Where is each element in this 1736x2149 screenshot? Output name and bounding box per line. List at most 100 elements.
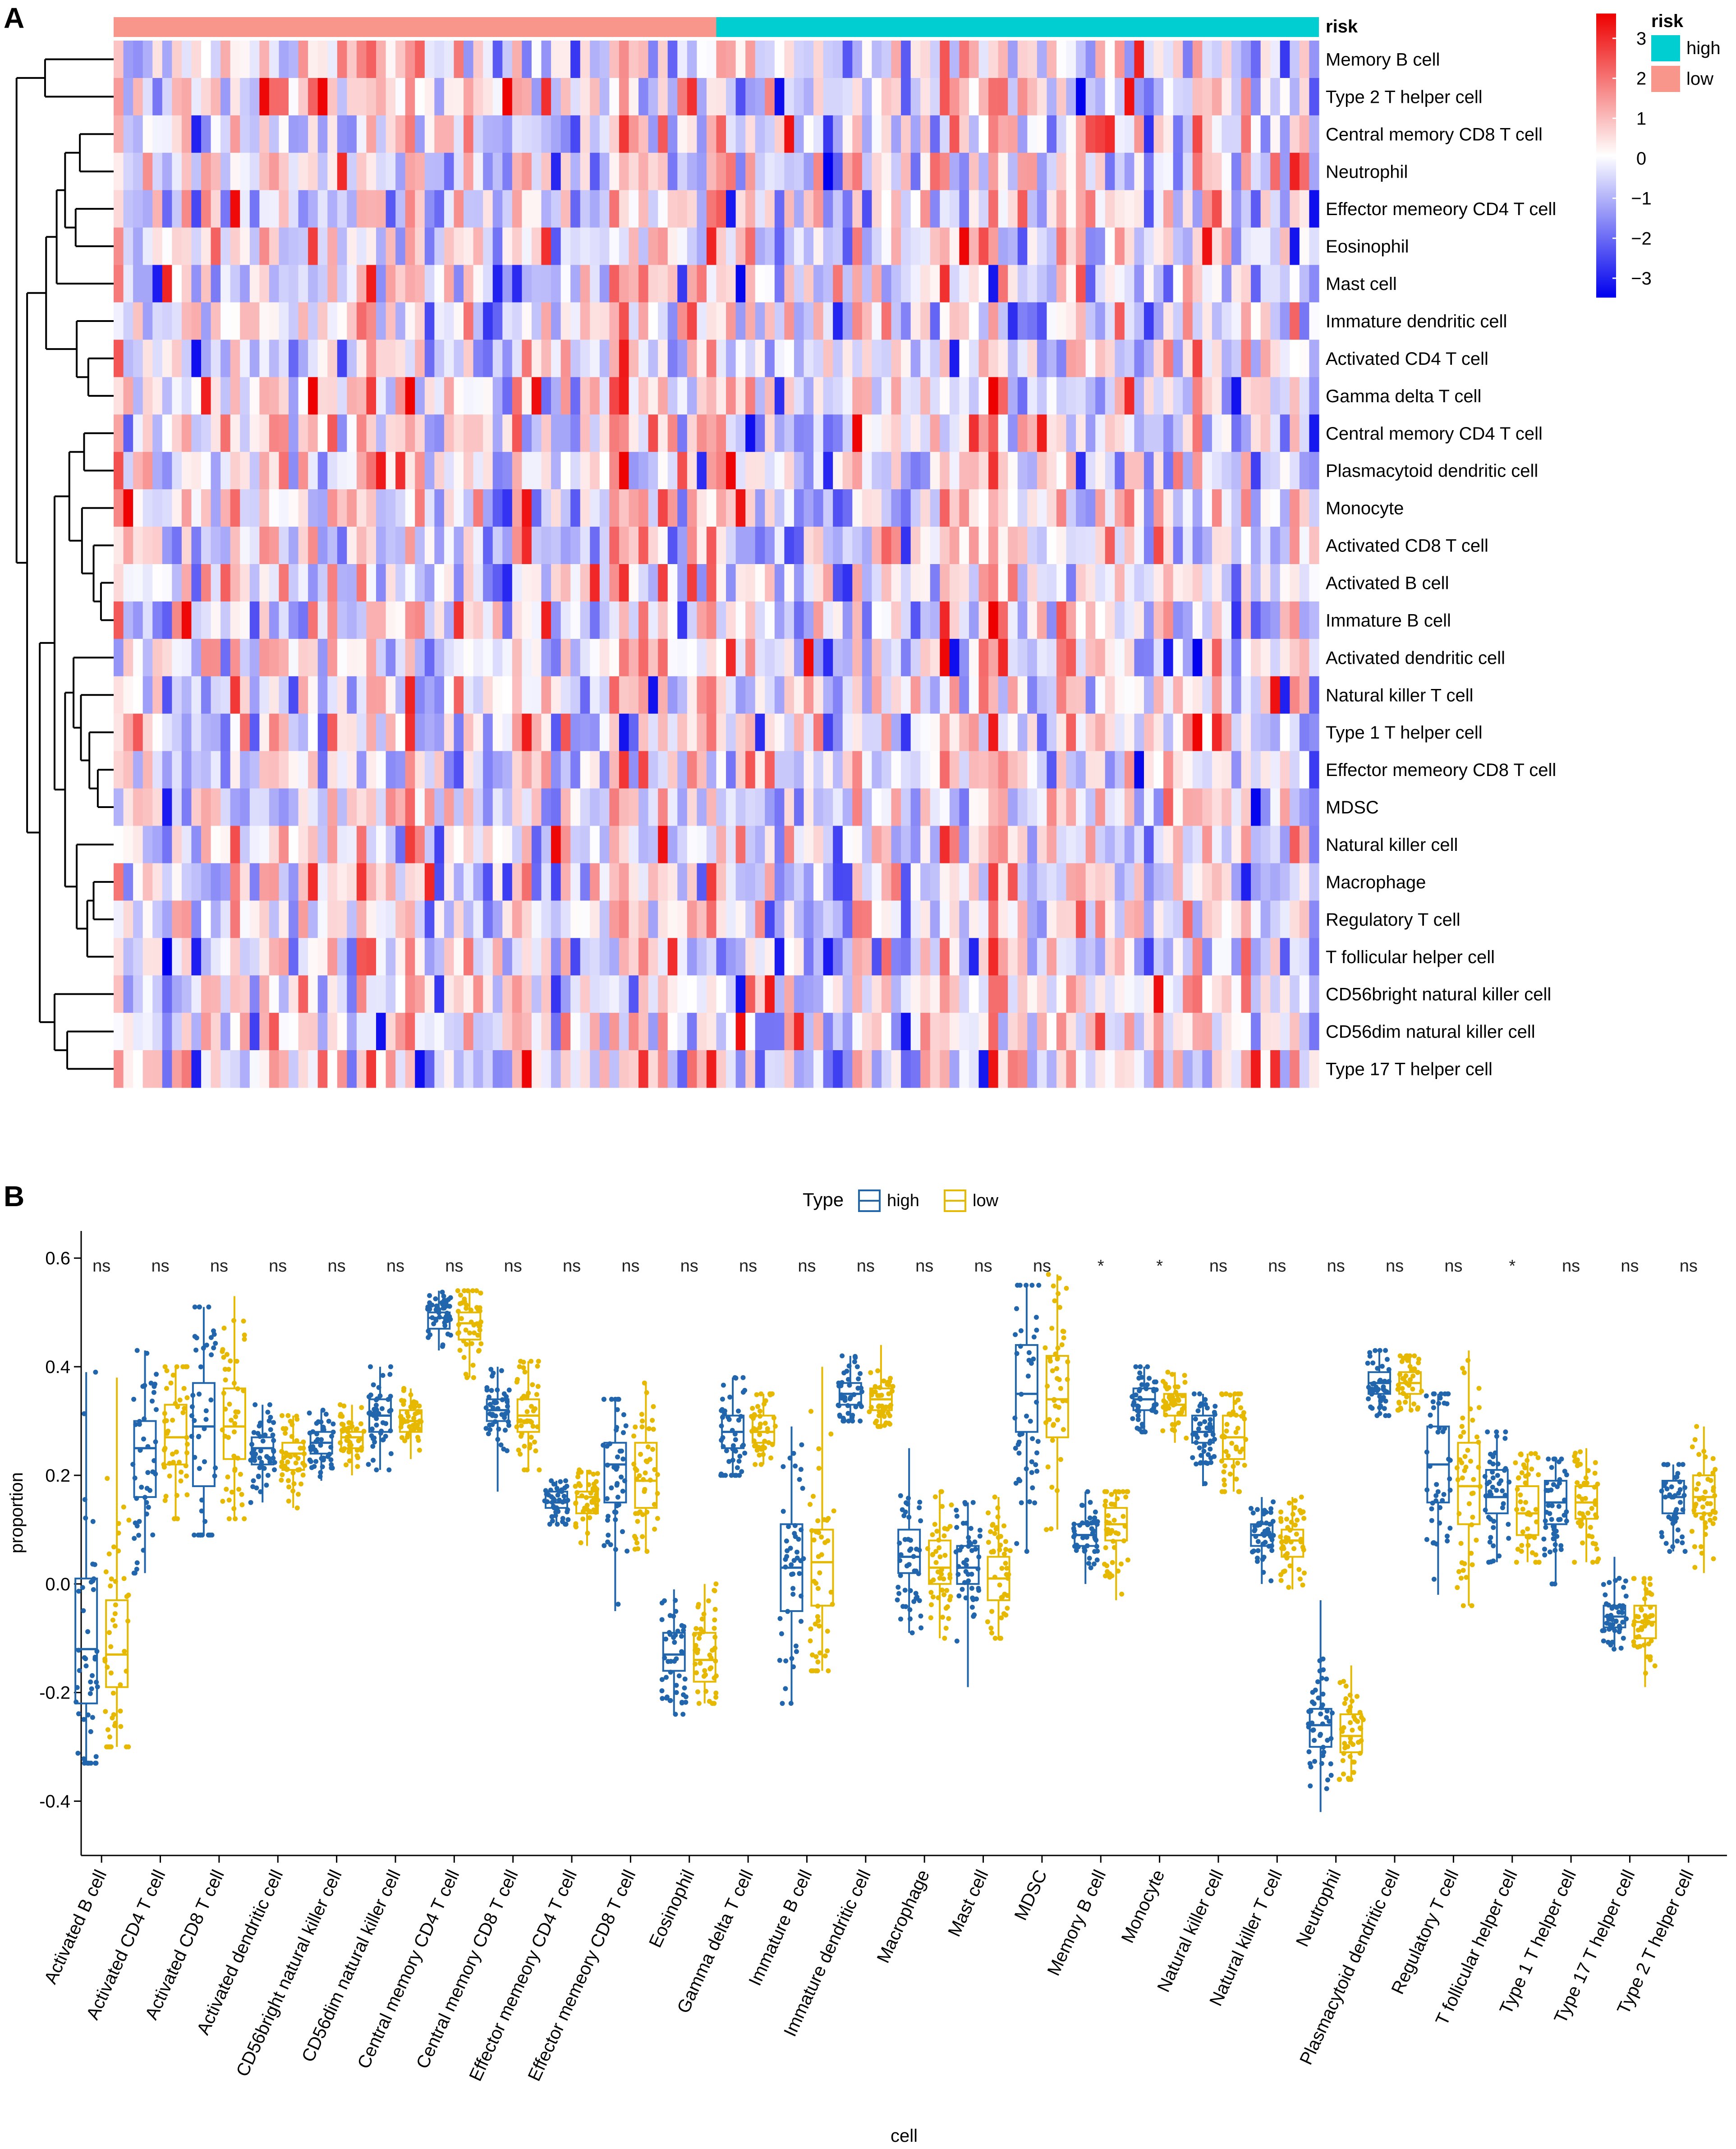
heatmap-cell	[444, 452, 455, 490]
heatmap-cell	[1309, 975, 1319, 1013]
heatmap-cell	[638, 601, 649, 639]
jitter-point	[388, 1364, 393, 1369]
heatmap-cell	[629, 78, 639, 116]
heatmap-cell	[794, 78, 804, 116]
heatmap-cell	[794, 489, 804, 527]
heatmap-cell	[1222, 751, 1232, 789]
heatmap-cell	[726, 78, 736, 116]
heatmap-cell	[464, 751, 474, 789]
heatmap-cell	[658, 900, 668, 938]
heatmap-cell	[181, 377, 192, 415]
heatmap-cell	[910, 414, 921, 452]
heatmap-cell	[298, 41, 308, 78]
risk-legend-title: risk	[1651, 11, 1684, 31]
heatmap-cell	[181, 638, 192, 677]
heatmap-cell	[1241, 452, 1251, 490]
jitter-point	[370, 1444, 376, 1449]
jitter-point	[141, 1436, 146, 1442]
heatmap-cell	[862, 152, 873, 191]
heatmap-cell	[765, 414, 775, 452]
heatmap-cell	[891, 377, 901, 415]
jitter-point	[840, 1394, 845, 1400]
jitter-point	[740, 1390, 746, 1395]
heatmap-cell	[570, 975, 581, 1013]
jitter-point	[694, 1670, 699, 1676]
heatmap-cell	[920, 78, 931, 116]
heatmap-cell	[230, 938, 240, 976]
jitter-point	[619, 1474, 624, 1480]
heatmap-cell	[667, 489, 678, 527]
jitter-point	[223, 1377, 228, 1382]
jitter-point	[573, 1483, 578, 1489]
heatmap-cell	[978, 190, 989, 228]
heatmap-cell	[308, 900, 318, 938]
jitter-point	[797, 1477, 802, 1482]
heatmap-cell	[473, 340, 483, 377]
heatmap-cell	[191, 751, 202, 789]
jitter-point	[475, 1307, 481, 1312]
heatmap-cell	[464, 713, 474, 752]
jitter-point	[455, 1288, 460, 1293]
heatmap-cell	[1017, 41, 1028, 78]
jitter-point	[259, 1460, 264, 1465]
heatmap-cell	[541, 265, 551, 303]
heatmap-cell	[327, 826, 338, 864]
heatmap-cell	[949, 1050, 960, 1088]
heatmap-cell	[395, 78, 406, 116]
heatmap-cell	[356, 227, 367, 266]
heatmap-cell	[133, 826, 143, 864]
heatmap-cell	[872, 414, 882, 452]
heatmap-cell	[813, 826, 824, 864]
heatmap-cell	[181, 826, 192, 864]
heatmap-cell	[978, 340, 989, 377]
heatmap-cell	[813, 1013, 824, 1051]
jitter-point	[458, 1292, 463, 1298]
heatmap-cell	[862, 900, 873, 938]
jitter-point	[208, 1397, 214, 1403]
heatmap-cell	[735, 265, 746, 303]
heatmap-cell	[667, 115, 678, 153]
jitter-point	[226, 1367, 231, 1372]
heatmap-cell	[133, 115, 143, 153]
heatmap-cell	[133, 340, 143, 377]
heatmap-cell	[599, 863, 610, 901]
heatmap-cell	[1076, 414, 1086, 452]
heatmap-cell	[366, 938, 377, 976]
heatmap-cell	[804, 78, 814, 116]
heatmap-cell	[1047, 676, 1057, 714]
heatmap-cell	[949, 452, 960, 490]
heatmap-cell	[969, 713, 979, 752]
heatmap-cell	[483, 938, 493, 976]
heatmap-cell	[327, 676, 338, 714]
heatmap-cell	[910, 788, 921, 827]
heatmap-cell	[415, 414, 425, 452]
heatmap-cell	[1192, 78, 1203, 116]
heatmap-cell	[823, 713, 833, 752]
heatmap-cell	[755, 788, 765, 827]
heatmap-cell	[1202, 340, 1212, 377]
heatmap-cell	[930, 489, 940, 527]
heatmap-cell	[745, 265, 756, 303]
jitter-point	[178, 1478, 184, 1483]
jitter-point	[652, 1502, 657, 1507]
heatmap-cell	[1260, 975, 1271, 1013]
heatmap-cell	[172, 340, 182, 377]
jitter-point	[89, 1686, 94, 1691]
heatmap-cell	[852, 377, 863, 415]
heatmap-cell	[580, 863, 590, 901]
heatmap-cell	[609, 78, 620, 116]
heatmap-cell	[123, 190, 133, 228]
heatmap-cell	[619, 601, 629, 639]
jitter-point	[560, 1519, 565, 1525]
heatmap-cell	[405, 227, 415, 266]
jitter-point	[151, 1390, 156, 1395]
heatmap-cell	[473, 78, 483, 116]
heatmap-cell	[152, 601, 163, 639]
heatmap-cell	[1095, 414, 1106, 452]
heatmap-cell	[940, 751, 950, 789]
heatmap-cell	[464, 601, 474, 639]
heatmap-cell	[998, 601, 1008, 639]
heatmap-cell	[940, 564, 950, 602]
jitter-point	[347, 1443, 352, 1448]
